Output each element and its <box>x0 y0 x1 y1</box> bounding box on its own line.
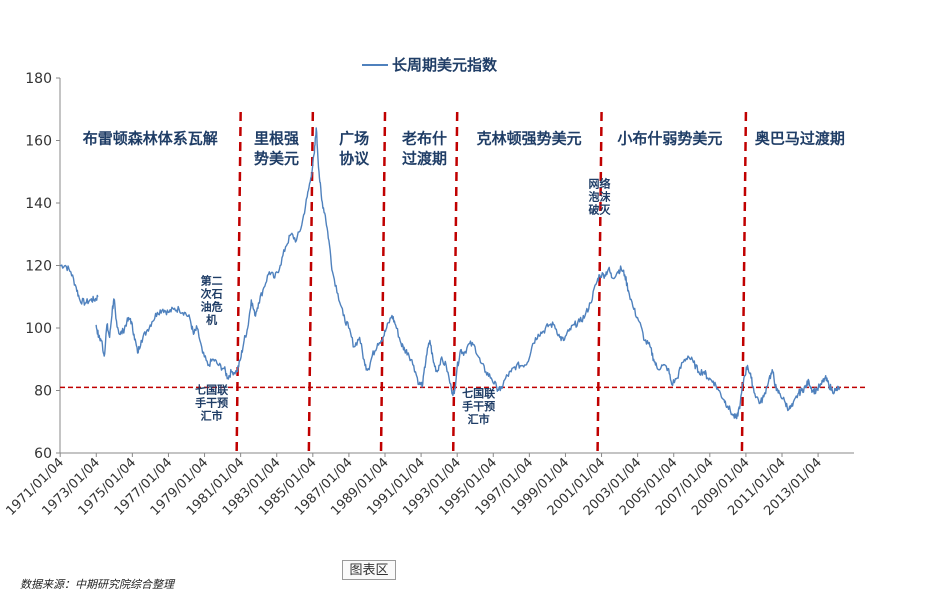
series-line <box>59 264 99 306</box>
period-divider <box>740 111 748 454</box>
period-label: 过渡期 <box>402 150 447 168</box>
y-tick-label: 180 <box>25 71 52 87</box>
event-annotation: 手干预 <box>462 399 495 413</box>
period-divider <box>596 111 603 454</box>
period-label: 协议 <box>339 150 370 168</box>
y-tick-label: 120 <box>25 259 52 275</box>
y-tick-label: 100 <box>25 321 52 337</box>
event-annotation: 汇市 <box>201 409 223 423</box>
period-divider <box>451 111 459 454</box>
chart-title: 长周期美元指数 <box>392 56 498 74</box>
event-annotation: 油危 <box>201 299 223 313</box>
period-label: 势美元 <box>254 150 299 168</box>
series-line <box>95 127 841 420</box>
event-annotation: 破灭 <box>589 202 612 216</box>
period-divider <box>235 111 242 454</box>
y-tick-label: 60 <box>34 446 52 462</box>
period-divider <box>307 111 315 454</box>
period-label: 布雷顿森林体系瓦解 <box>83 130 218 148</box>
source-note: 数据来源：中期研究院综合整理 <box>20 578 174 591</box>
event-annotation: 手干预 <box>195 396 228 410</box>
period-label: 老布什 <box>401 130 447 148</box>
period-label: 里根强 <box>254 130 299 148</box>
event-annotation: 汇市 <box>468 412 490 426</box>
period-divider <box>379 111 387 454</box>
y-tick-label: 140 <box>25 196 52 212</box>
line-chart: 长周期美元指数60801001201401601801971/01/041973… <box>3 56 868 519</box>
event-annotation: 七国联 <box>462 386 495 400</box>
event-annotation: 泡沫 <box>589 189 612 203</box>
chart-area-label[interactable]: 图表区 <box>342 560 396 580</box>
period-label: 克林顿强势美元 <box>477 130 582 148</box>
event-annotation: 七国联 <box>195 383 228 397</box>
event-annotation: 次石 <box>201 286 223 300</box>
event-annotation: 网络 <box>589 176 611 190</box>
period-label: 广场 <box>339 130 369 148</box>
event-annotation: 机 <box>206 312 217 326</box>
period-label: 奥巴马过渡期 <box>755 130 845 148</box>
period-label: 小布什弱势美元 <box>617 130 722 148</box>
y-tick-label: 160 <box>25 134 52 150</box>
event-annotation: 第二 <box>201 273 223 287</box>
y-tick-label: 80 <box>34 384 52 400</box>
